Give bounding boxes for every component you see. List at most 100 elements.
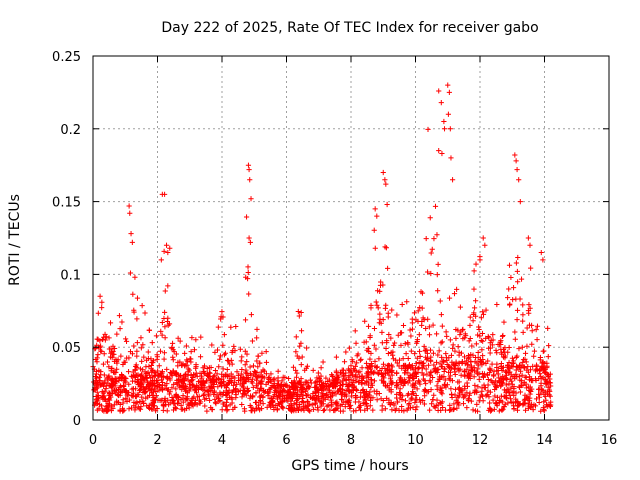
data-point [266,386,272,393]
data-point [102,380,108,386]
data-point [117,385,123,391]
data-point [432,203,439,209]
data-point [312,400,318,406]
data-point [397,386,403,392]
data-point [447,337,453,343]
data-point [449,177,456,183]
data-point [379,403,385,409]
data-point [377,311,383,317]
data-point [428,401,435,407]
data-point [375,370,381,376]
data-point [299,354,305,360]
data-point [543,380,549,387]
data-point [492,393,498,399]
data-point [203,395,209,402]
data-point [424,357,430,363]
data-point [325,378,331,385]
data-point [143,395,149,401]
data-point [123,389,129,396]
data-point [134,340,140,346]
data-point [271,376,277,382]
data-point [503,369,510,375]
data-point [374,397,380,403]
data-point [505,362,511,368]
data-point [188,359,194,365]
data-point [242,317,249,323]
data-point [170,354,176,360]
data-point [462,383,468,389]
data-point [259,385,265,391]
data-point [173,394,180,400]
data-point [511,385,517,392]
data-point [224,382,230,388]
data-point [514,317,520,323]
data-point [352,328,358,334]
data-point [193,397,199,403]
data-point [494,361,500,367]
data-point [206,384,212,390]
data-point [480,398,486,404]
data-point [227,402,233,408]
data-point [149,359,155,366]
data-point [516,402,522,408]
data-point [212,367,219,374]
data-point [376,371,382,377]
data-point [391,342,397,348]
data-point [255,364,261,370]
x-tick-label: 14 [536,433,553,448]
data-point [427,377,433,383]
data-point [405,405,411,411]
data-point [352,392,359,399]
data-point [132,378,138,384]
data-point [324,403,330,409]
data-point [247,395,253,401]
data-point [513,158,519,164]
data-point [483,335,489,341]
data-point [474,371,481,377]
data-point [191,394,197,400]
data-point [153,388,159,395]
data-point [94,359,100,365]
data-point [540,366,546,372]
data-point [459,359,465,365]
data-point [512,336,518,342]
data-point [149,386,155,392]
data-point [257,394,263,400]
data-point [427,407,433,413]
data-point [388,349,394,356]
data-point [146,383,152,389]
data-point [451,406,457,412]
data-point [491,373,497,379]
data-point [255,353,261,359]
data-point [415,308,421,314]
data-point [506,262,513,268]
data-point [506,344,512,351]
data-point [518,382,525,389]
data-point [119,319,125,325]
data-point [215,324,221,330]
data-point [224,357,231,363]
data-point [135,404,141,410]
data-point [410,381,416,387]
data-point [188,372,194,379]
data-point [315,370,321,376]
data-point [134,316,140,322]
data-point [193,370,199,376]
data-point [246,166,252,173]
data-point [366,348,372,355]
data-point [230,382,236,388]
data-point [282,374,288,381]
data-point [306,407,312,414]
data-point [140,342,146,348]
data-point [406,400,412,407]
data-point [478,315,484,321]
data-point [135,376,141,383]
data-point [423,325,429,332]
data-point [522,350,529,357]
data-point [373,299,379,305]
data-point [487,345,494,351]
data-point [156,363,162,369]
data-point [495,341,501,348]
data-point [298,362,304,368]
data-point [466,392,473,398]
